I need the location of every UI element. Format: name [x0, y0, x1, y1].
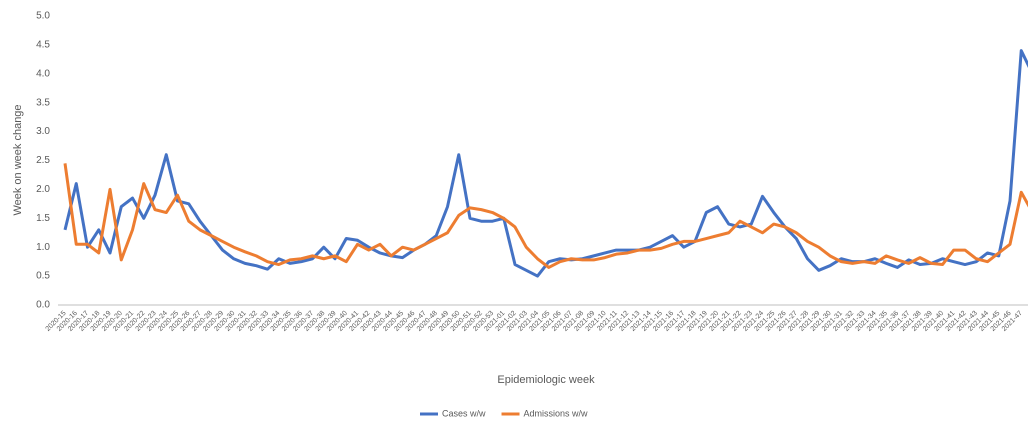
y-tick-label: 4.5	[36, 40, 50, 51]
y-tick-label: 2.0	[36, 184, 50, 195]
line-series	[63, 49, 1028, 278]
x-axis-title: Epidemiologic week	[497, 374, 595, 386]
y-tick-label: 5.0	[36, 11, 50, 22]
legend: Cases w/w Admissions w/w	[420, 408, 588, 418]
y-tick-label: 1.5	[36, 213, 50, 224]
y-axis-title: Week on week change	[12, 104, 24, 215]
legend-label: Cases w/w	[442, 408, 486, 418]
y-tick-label: 0.0	[36, 300, 50, 311]
y-tick-label: 0.5	[36, 271, 50, 282]
y-tick-label: 4.0	[36, 68, 50, 79]
line-series	[63, 163, 1028, 269]
y-tick-label: 2.5	[36, 155, 50, 166]
y-tick-label: 3.0	[36, 126, 50, 137]
legend-label: Admissions w/w	[524, 408, 589, 418]
y-tick-label: 3.5	[36, 97, 50, 108]
y-tick-label: 1.0	[36, 242, 50, 253]
